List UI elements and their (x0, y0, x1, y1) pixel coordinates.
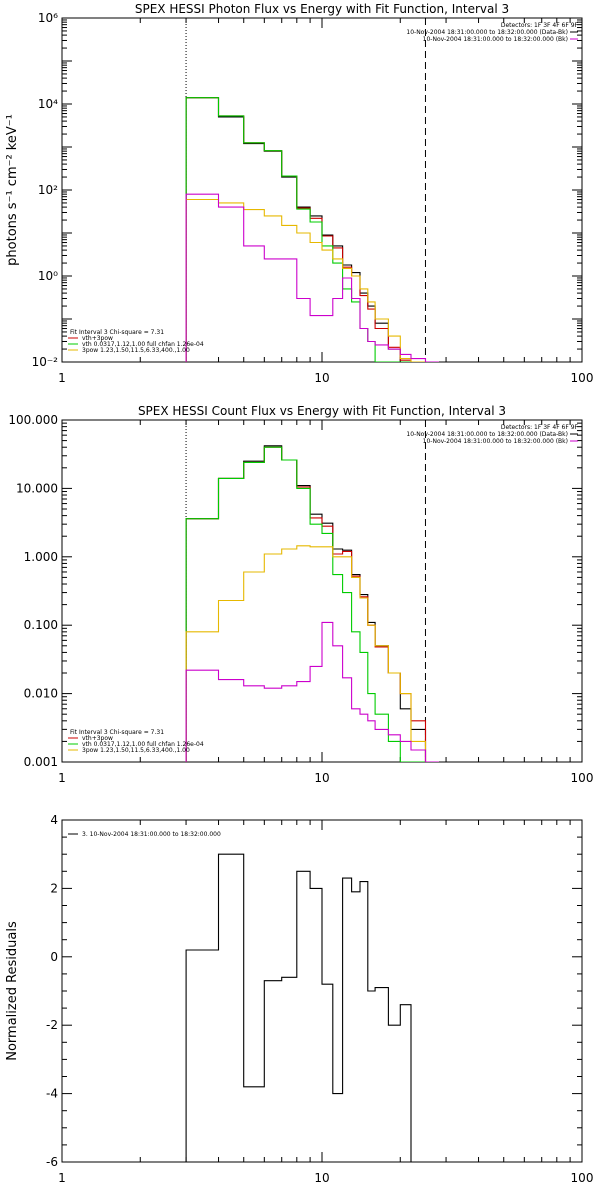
y-tick-label: 10⁶ (38, 11, 58, 25)
series-line (185, 97, 439, 362)
series-line (185, 97, 439, 362)
series-line (185, 545, 439, 762)
y-tick-label: 10⁴ (38, 97, 58, 111)
plot-frame (61, 419, 583, 763)
x-tick-label: 100 (571, 371, 594, 385)
x-tick-label: 10 (314, 771, 329, 785)
x-tick-label: 100 (571, 771, 594, 785)
x-tick-label: 1 (58, 771, 66, 785)
y-tick-label: -2 (46, 1018, 58, 1032)
legend-right-entry: 10-Nov-2004 18:31:00.000 to 18:32:00.000… (406, 431, 568, 438)
y-axis-label: photons s⁻¹ cm⁻² keV⁻¹ (5, 114, 20, 266)
series-line (185, 198, 439, 362)
y-tick-label: 1.000 (24, 550, 58, 564)
y-tick-label: 10⁻² (32, 355, 59, 369)
residuals-panel: Normalized Residuals 1 10 100 4 2 0 -2 -4 -6 3. 10… (5, 813, 593, 1185)
y-tick-label: 0.001 (24, 755, 58, 769)
x-tick-label: 10 (314, 371, 329, 385)
legend-right-entry: 10-Nov-2004 18:31:00.000 to 18:32:00.000… (423, 36, 568, 43)
plot-area (185, 853, 427, 1162)
y-tick-label: -4 (46, 1087, 58, 1101)
x-tick-label: 1 (58, 1171, 66, 1185)
legend-left-entry: 3pow 1.23,1.50,11.5,6.33,400.,1.00 (82, 747, 190, 754)
legend-left-entry: vth+3pow (82, 335, 113, 342)
legend-left-entry: 3pow 1.23,1.50,11.5,6.33,400.,1.00 (82, 347, 190, 354)
photon-flux-panel: SPEX HESSI Photon Flux vs Energy with Fi… (5, 2, 593, 385)
legend-left-entry: Fit Interval 3 Chi-square = 7.31 (70, 329, 164, 336)
y-tick-label: 10.000 (16, 481, 58, 495)
x-tick-label: 100 (571, 1171, 594, 1185)
y-tick-label: -6 (46, 1155, 58, 1169)
series-line (185, 446, 439, 762)
y-tick-label: 10⁰ (38, 269, 58, 283)
chart-title: SPEX HESSI Photon Flux vs Energy with Fi… (135, 2, 509, 16)
series-line (185, 445, 439, 762)
legend-left-entry: vth 0.0317,1.12,1.00 full chfan 1.26e-04 (82, 341, 204, 348)
legend-left-entry: vth+3pow (82, 735, 113, 742)
plot-frame (61, 17, 583, 363)
legend-right-entry: Detectors: 1F 3F 4F 6F 9F (501, 424, 579, 431)
y-tick-label: 2 (50, 881, 58, 895)
legend-left-entry: vth 0.0317,1.12,1.00 full chfan 1.26e-04 (82, 741, 204, 748)
y-tick-label: 100.000 (8, 413, 58, 427)
plot-area (185, 445, 439, 762)
series-line (185, 97, 439, 362)
legend-left-entry: 3. 10-Nov-2004 18:31:00.000 to 18:32:00.… (82, 831, 221, 838)
y-tick-label: 0.100 (24, 618, 58, 632)
y-tick-label: 4 (50, 813, 58, 827)
plot-frame (61, 819, 583, 1163)
chart-title: SPEX HESSI Count Flux vs Energy with Fit… (138, 404, 506, 418)
y-tick-label: 10² (38, 183, 58, 197)
series-line (185, 193, 439, 362)
series-line (185, 853, 427, 1162)
legend-right-entry: 10-Nov-2004 18:31:00.000 to 18:32:00.000… (406, 29, 568, 36)
x-tick-label: 10 (314, 1171, 329, 1185)
y-tick-label: 0.010 (24, 687, 58, 701)
series-line (185, 446, 439, 762)
legend-right-entry: Detectors: 1F 3F 4F 6F 9F (501, 22, 579, 29)
count-flux-panel: SPEX HESSI Count Flux vs Energy with Fit… (8, 404, 593, 785)
x-tick-label: 1 (58, 371, 66, 385)
legend-left-entry: Fit Interval 3 Chi-square = 7.31 (70, 729, 164, 736)
y-tick-label: 0 (50, 950, 58, 964)
y-axis-label: Normalized Residuals (5, 921, 20, 1061)
series-line (185, 621, 439, 762)
plot-area (185, 97, 439, 362)
legend-right-entry: 10-Nov-2004 18:31:00.000 to 18:32:00.000… (423, 438, 568, 445)
